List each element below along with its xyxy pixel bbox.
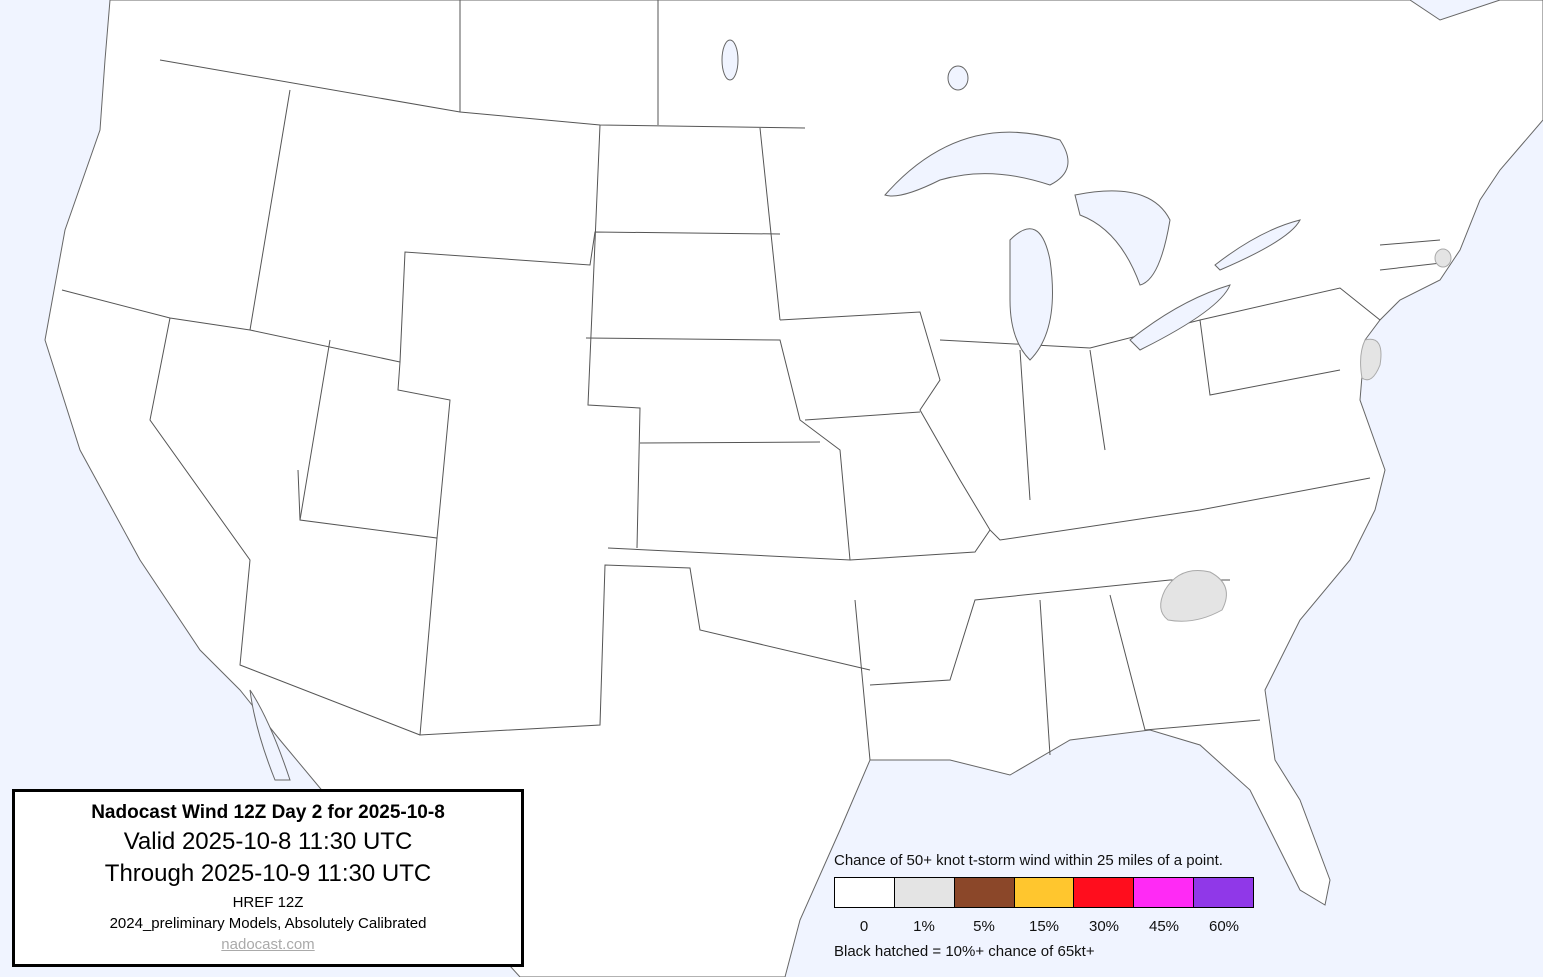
legend-label: 15% [1028,918,1060,935]
legend-label: 45% [1148,918,1180,935]
legend-swatch [1134,878,1195,907]
legend-swatch [894,878,955,907]
probability-areas [1160,248,1452,622]
prob-area-1pct-southeast [1160,570,1227,622]
site-link[interactable]: nadocast.com [221,936,315,953]
legend-label: 30% [1088,918,1120,935]
calibration-label: 2024_preliminary Models, Absolutely Cali… [109,915,427,932]
legend-label: 60% [1208,918,1240,935]
legend-swatch [1074,878,1135,907]
hatch-note: Black hatched = 10%+ chance of 65kt+ [834,943,1095,960]
legend-labels: 0 1% 5% 15% 30% 45% 60% [834,918,1254,935]
legend-heading: Chance of 50+ knot t-storm wind within 2… [834,852,1223,869]
legend-swatch [835,878,895,907]
legend-label: 0 [859,918,869,935]
map-title: Nadocast Wind 12Z Day 2 for 2025-10-8 [91,802,445,823]
through-time: Through 2025-10-9 11:30 UTC [104,860,432,887]
legend-swatch [1014,878,1075,907]
prob-area-1pct-newengland [1434,248,1452,268]
legend-label: 1% [913,918,935,935]
great-lakes [249,39,1301,781]
title-box: Nadocast Wind 12Z Day 2 for 2025-10-8 Va… [12,789,524,967]
land-area [44,0,1543,977]
legend-swatches [834,877,1254,908]
valid-time: Valid 2025-10-8 11:30 UTC [123,828,413,855]
model-label: HREF 12Z [232,894,304,911]
legend-label: 5% [973,918,995,935]
legend-swatch [1194,878,1254,907]
state-borders [61,0,1451,761]
prob-area-1pct-midatlantic [1360,338,1382,381]
legend-swatch [954,878,1015,907]
legend: Chance of 50+ knot t-storm wind within 2… [834,852,1254,960]
